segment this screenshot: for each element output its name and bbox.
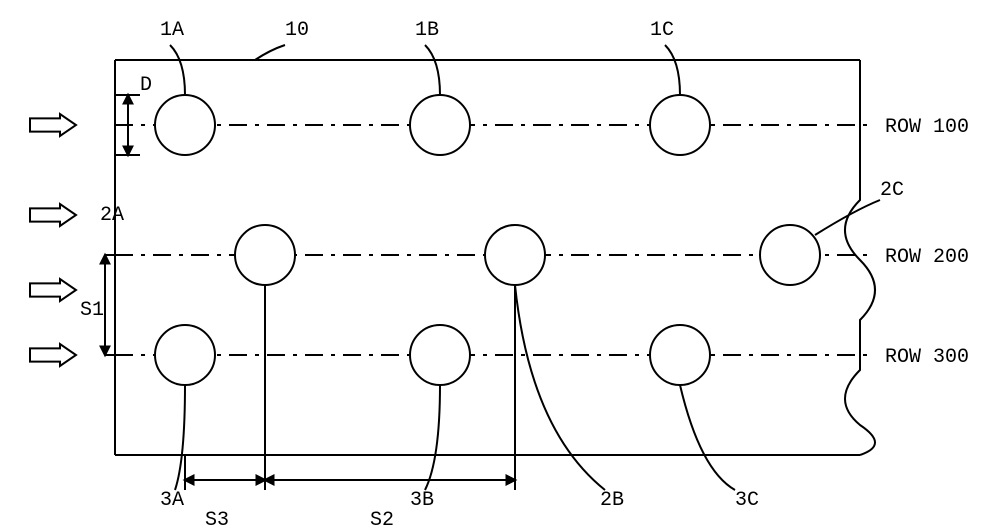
callout-leader (515, 285, 605, 490)
callout-label-1a: 1A (160, 19, 184, 42)
hole-3c (650, 325, 710, 385)
callout-label-2a: 2A (100, 204, 124, 227)
dimension-label: D (140, 74, 152, 97)
dimension-label: S2 (370, 509, 394, 530)
hole-3b (410, 325, 470, 385)
callout-label-1c: 1C (650, 19, 674, 42)
flow-arrow-icon (30, 279, 76, 301)
hole-1b (410, 95, 470, 155)
dimension-label: S1 (80, 299, 104, 322)
hole-2a (235, 225, 295, 285)
row-label: ROW 100 (885, 116, 969, 139)
flow-arrow-icon (30, 114, 76, 136)
callout-leader (425, 385, 440, 490)
dimension-label: S3 (205, 509, 229, 530)
diagram-canvas: ROW 100 ROW 200 ROW 300 10 1A 1B 1C 2A 2C 3A 3B 2B 3… (0, 0, 1000, 530)
callout-label-1b: 1B (415, 19, 439, 42)
flow-arrow-icon (30, 204, 76, 226)
flow-arrow-icon (30, 344, 76, 366)
callout-label-2c: 2C (880, 179, 904, 202)
callout-label-10: 10 (285, 19, 309, 42)
callout-leader (255, 45, 285, 60)
row-label: ROW 300 (885, 346, 969, 369)
callout-label-2b: 2B (600, 489, 624, 512)
callout-label-3b: 3B (410, 489, 434, 512)
hole-2b (485, 225, 545, 285)
callout-leader (170, 45, 185, 95)
callout-label-3a: 3A (160, 489, 184, 512)
hole-2c (760, 225, 820, 285)
hole-3a (155, 325, 215, 385)
callout-leader (680, 385, 735, 490)
hole-1c (650, 95, 710, 155)
callout-label-3c: 3C (735, 489, 759, 512)
hole-1a (155, 95, 215, 155)
callout-leader (175, 385, 185, 490)
row-label: ROW 200 (885, 246, 969, 269)
callout-leader (665, 45, 680, 95)
callout-leader (425, 45, 440, 95)
